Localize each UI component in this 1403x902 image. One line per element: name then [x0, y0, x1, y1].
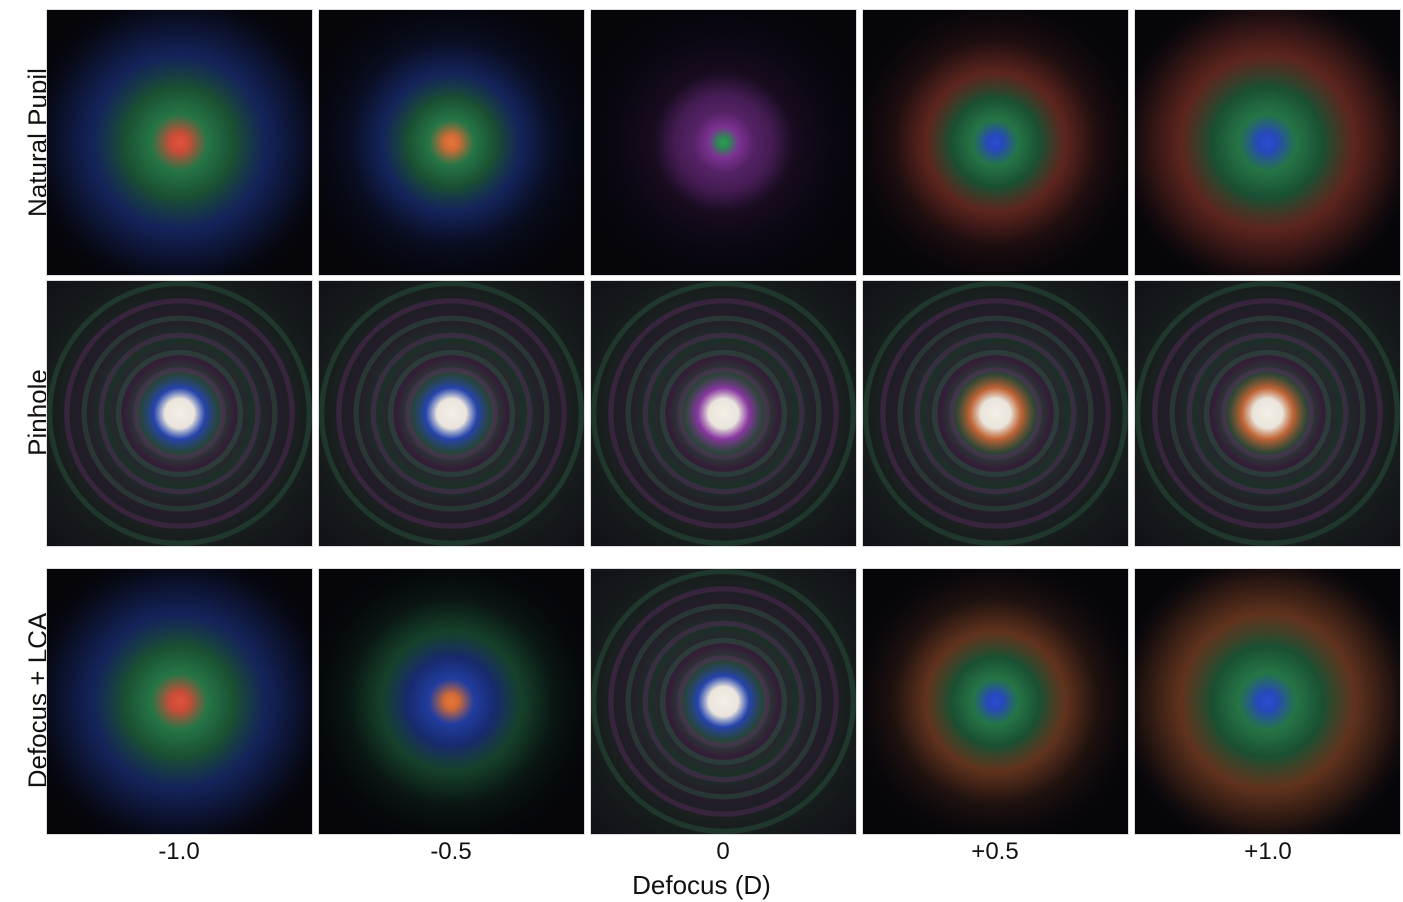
psf-tile	[1134, 280, 1401, 547]
psf-tile	[1134, 568, 1401, 835]
psf-tile	[46, 9, 313, 276]
psf-image	[1135, 10, 1400, 275]
psf-image	[47, 10, 312, 275]
x-axis-label: Defocus (D)	[632, 870, 771, 900]
psf-tile	[590, 280, 857, 547]
psf-image	[319, 569, 584, 834]
column-label: -0.5	[430, 838, 472, 865]
psf-image	[319, 281, 584, 546]
column-label: +0.5	[971, 838, 1019, 865]
psf-image	[47, 281, 312, 546]
psf-tile	[1134, 9, 1401, 276]
psf-image	[591, 569, 856, 834]
psf-image	[863, 281, 1128, 546]
psf-tile	[590, 568, 857, 835]
psf-image	[863, 569, 1128, 834]
psf-image	[1135, 569, 1400, 834]
psf-tile	[590, 9, 857, 276]
column-label: +1.0	[1244, 838, 1292, 865]
column-label: 0	[716, 838, 730, 865]
psf-image	[1135, 281, 1400, 546]
psf-tile	[46, 280, 313, 547]
psf-image	[591, 281, 856, 546]
psf-tile	[318, 280, 585, 547]
psf-tile	[318, 568, 585, 835]
psf-tile	[318, 9, 585, 276]
psf-image	[591, 10, 856, 275]
psf-tile	[862, 568, 1129, 835]
psf-image	[863, 10, 1128, 275]
psf-image	[47, 569, 312, 834]
psf-tile	[862, 9, 1129, 276]
psf-tile	[46, 568, 313, 835]
psf-tile	[862, 280, 1129, 547]
column-label: -1.0	[158, 838, 200, 865]
psf-image	[319, 10, 584, 275]
